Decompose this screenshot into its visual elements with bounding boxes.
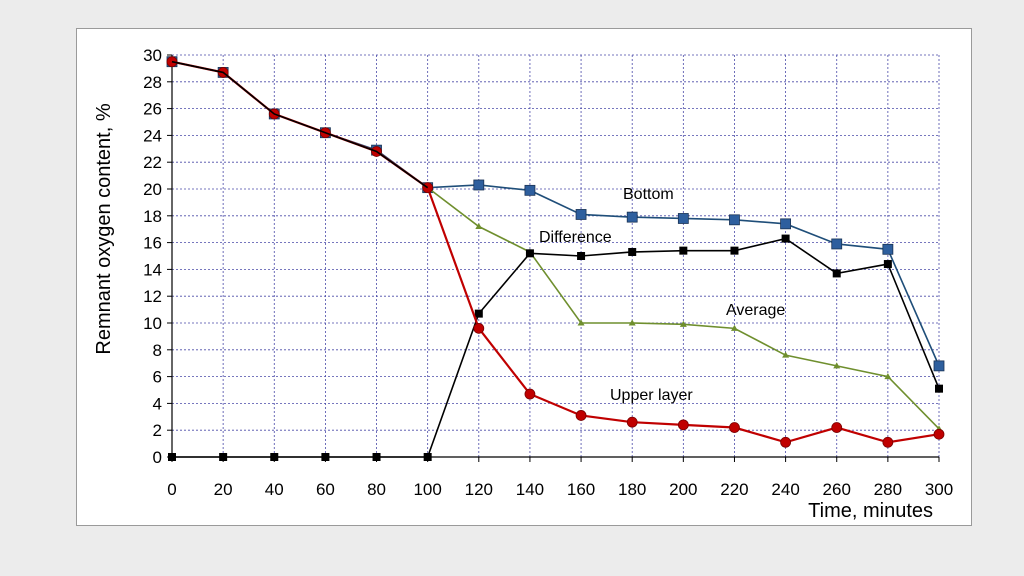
- x-tick-label: 260: [823, 480, 851, 499]
- point-bottom: [677, 213, 689, 224]
- x-tick-label: 100: [413, 480, 441, 499]
- x-tick-label: 180: [618, 480, 646, 499]
- point-average: [475, 223, 483, 230]
- point-difference: [832, 269, 841, 278]
- y-tick-label: 8: [153, 341, 162, 360]
- x-tick-label: 40: [265, 480, 284, 499]
- x-tick-label: 20: [214, 480, 233, 499]
- point-difference: [730, 246, 739, 255]
- point-upper-layer: [473, 322, 485, 334]
- x-tick-label: 160: [567, 480, 595, 499]
- x-tick-label: 200: [669, 480, 697, 499]
- x-tick-label: 140: [516, 480, 544, 499]
- series-label-bottom: Bottom: [623, 186, 674, 203]
- x-tick-label: 0: [167, 480, 176, 499]
- point-average: [884, 373, 892, 380]
- point-difference: [270, 453, 279, 461]
- point-upper-layer: [677, 419, 689, 431]
- point-upper-layer: [882, 436, 894, 448]
- series-label-upper-layer: Upper layer: [610, 387, 693, 404]
- point-upper-layer: [933, 428, 945, 440]
- point-upper-layer: [729, 422, 740, 433]
- y-tick-label: 6: [153, 368, 162, 387]
- point-difference: [219, 453, 228, 461]
- series-line-overlay: [171, 60, 429, 189]
- point-bottom: [933, 360, 945, 372]
- point-bottom: [524, 184, 536, 196]
- chart-frame: 0 2 4 6 8 10 12 14 16 18 20 22 24 26 28 30 0 20 40 60 80 100 1…: [76, 28, 972, 526]
- x-axis-title: Time, minutes: [808, 500, 933, 522]
- y-tick-label: 12: [143, 287, 162, 306]
- series-line-bottom: [171, 60, 940, 367]
- point-difference: [525, 249, 534, 258]
- point-average: [628, 319, 636, 326]
- y-axis-title: Remnant oxygen content, %: [93, 103, 115, 354]
- y-tick-label: 18: [143, 207, 162, 226]
- point-difference: [781, 234, 790, 243]
- series-layer: [166, 56, 945, 461]
- grid: [171, 54, 940, 458]
- y-tick-label: 4: [153, 394, 162, 413]
- point-upper-layer: [780, 436, 791, 448]
- x-tick-label: 120: [465, 480, 493, 499]
- point-upper-layer: [524, 388, 536, 400]
- y-tick-label: 30: [143, 46, 162, 65]
- point-difference: [372, 453, 381, 461]
- point-difference: [423, 453, 432, 461]
- x-tick-label: 240: [771, 480, 799, 499]
- point-difference: [883, 260, 892, 269]
- x-tick-label: 80: [367, 480, 386, 499]
- point-bottom: [473, 179, 485, 191]
- y-tick-label: 26: [143, 100, 162, 119]
- y-tick-label: 10: [143, 314, 162, 333]
- point-bottom: [626, 211, 638, 223]
- point-difference: [628, 247, 637, 256]
- point-average: [577, 319, 585, 326]
- point-bottom: [780, 218, 791, 230]
- series-label-difference: Difference: [539, 229, 612, 246]
- point-difference: [168, 453, 176, 461]
- x-tick-label: 220: [720, 480, 748, 499]
- y-tick-label: 24: [143, 126, 162, 145]
- y-tick-label: 0: [153, 448, 162, 467]
- series-line-difference: [172, 237, 940, 458]
- point-bottom: [729, 214, 740, 226]
- point-average: [782, 351, 790, 358]
- y-tick-label: 28: [143, 73, 162, 92]
- point-upper-layer: [575, 410, 587, 421]
- series-label-average: Average: [726, 302, 785, 319]
- y-tick-label: 16: [143, 234, 162, 253]
- y-tick-label: 14: [143, 260, 162, 279]
- y-tick-label: 20: [143, 180, 162, 199]
- point-difference: [679, 246, 688, 255]
- point-difference: [577, 252, 586, 260]
- x-tick-label: 60: [316, 480, 335, 499]
- point-average: [679, 320, 687, 327]
- point-bottom: [575, 209, 587, 220]
- y-tick-label: 2: [153, 421, 162, 440]
- series-labels: Bottom Difference Average Upper layer: [539, 186, 785, 404]
- point-difference: [321, 453, 330, 461]
- point-average: [833, 362, 841, 369]
- y-tick-label: 22: [143, 153, 162, 172]
- point-bottom: [882, 243, 894, 255]
- point-upper-layer: [626, 416, 638, 428]
- point-upper-layer: [831, 422, 843, 433]
- x-tick-label: 300: [925, 480, 953, 499]
- point-difference: [474, 309, 483, 318]
- x-tick-label: 280: [874, 480, 902, 499]
- point-bottom: [831, 238, 843, 250]
- point-difference: [935, 384, 943, 393]
- point-average: [730, 324, 738, 331]
